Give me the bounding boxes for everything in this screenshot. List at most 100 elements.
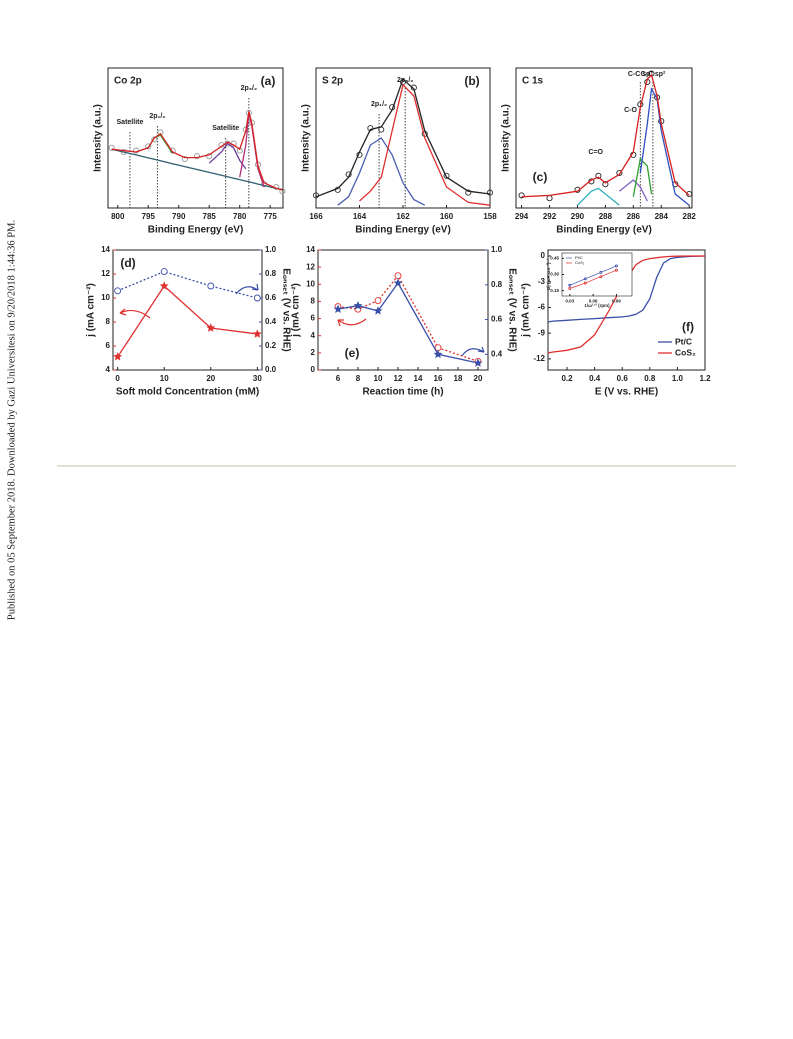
x-tick-label: 284 <box>655 212 669 221</box>
data-marker <box>252 329 262 338</box>
data-marker <box>353 301 363 310</box>
x-tick-label: 20 <box>206 374 215 383</box>
arrow <box>235 286 259 295</box>
arrow-head <box>119 308 127 316</box>
y-tick-label: 6 <box>311 314 316 323</box>
arrow-head <box>337 319 344 327</box>
data-point <box>686 190 693 198</box>
x-tick-label: 286 <box>627 212 641 221</box>
y-tick-label: 4 <box>106 365 111 374</box>
x-tick-label: 0.2 <box>561 374 573 383</box>
data-point <box>595 172 602 179</box>
x-tick-label: 292 <box>543 212 557 221</box>
plot-frame <box>317 249 489 371</box>
y-tick-label: 8 <box>106 317 111 326</box>
peak-label: 2p₃/₂ <box>241 85 257 92</box>
series-line <box>577 187 620 206</box>
y2-axis-label: Eₒₙₛₑₜ (V vs. RHE) <box>506 268 517 351</box>
panel-label: (c) <box>533 170 548 184</box>
y2-tick-label: 0.8 <box>265 269 277 278</box>
data-marker <box>394 272 402 280</box>
x-tick-label: 282 <box>683 212 697 221</box>
y-tick-label: 14 <box>101 245 110 254</box>
x-tick-label: 166 <box>309 212 323 221</box>
x-tick-label: 0.6 <box>617 374 629 383</box>
peak-label: C-C sp³ <box>628 71 654 78</box>
y-tick-label: 0.30 <box>550 272 559 277</box>
y2-tick-label: 0.6 <box>491 315 503 324</box>
x-axis-label: Soft mold Concentration (mM) <box>116 387 259 398</box>
y-tick-label: 14 <box>306 245 315 254</box>
panel-title: C 1s <box>522 76 544 87</box>
x-tick-label: 790 <box>172 212 186 221</box>
data-point <box>206 153 213 160</box>
series-line <box>569 265 617 286</box>
data-marker <box>473 358 483 367</box>
peak-label: C-O <box>624 107 637 114</box>
y-tick-label: -12 <box>533 354 545 363</box>
arrow-head <box>477 346 485 353</box>
x-tick-label: 0.8 <box>644 374 656 383</box>
panel-title: Co 2p <box>114 76 142 87</box>
y-tick-label: 0 <box>541 251 546 260</box>
x-tick-label: 10 <box>374 374 383 383</box>
y2-tick-label: 0.0 <box>265 365 277 374</box>
y-tick-label: 0.45 <box>550 256 559 261</box>
x-tick-label: 20 <box>474 374 483 383</box>
data-marker <box>159 281 169 290</box>
panel-label: (a) <box>261 74 276 88</box>
series-line <box>337 137 426 206</box>
data-marker <box>373 306 383 315</box>
series-line <box>521 73 690 198</box>
peak-label: Satellite <box>117 119 144 126</box>
series-line <box>359 83 491 206</box>
series-line <box>111 111 283 191</box>
series-line <box>117 270 258 299</box>
data-marker <box>114 287 122 295</box>
data-point <box>151 136 158 143</box>
x-axis-label: E (V vs. RHE) <box>595 387 658 398</box>
data-point <box>181 155 188 163</box>
y-axis-label: Intensity (a.u.) <box>501 104 512 172</box>
data-point <box>602 181 609 188</box>
data-marker <box>583 281 587 285</box>
arrow <box>119 309 151 319</box>
y2-tick-label: 0.2 <box>265 341 277 350</box>
data-marker <box>433 349 443 359</box>
legend-label: CoS₂ <box>575 260 585 265</box>
legend-label: CoS₂ <box>675 347 696 357</box>
x-tick-label: 0.06 <box>589 299 598 304</box>
y-tick-label: 4 <box>311 331 316 340</box>
series-line <box>337 281 479 364</box>
data-marker <box>207 282 215 290</box>
x-tick-label: 0.4 <box>589 374 601 383</box>
data-point <box>518 192 525 199</box>
series-line <box>569 269 617 289</box>
panel-label: (b) <box>464 74 479 88</box>
peak-label: Satellite <box>212 125 239 132</box>
x-tick-label: 1.2 <box>699 374 711 383</box>
plot-frame <box>112 249 263 371</box>
x-axis-label: Reaction time (h) <box>362 387 443 398</box>
y2-tick-label: 0.4 <box>491 349 503 358</box>
data-point <box>486 189 494 196</box>
data-marker <box>599 270 603 274</box>
peak-label: C=O <box>588 149 603 156</box>
data-point <box>193 153 201 160</box>
peak-label: 2p₁/₂ <box>371 101 387 108</box>
x-tick-label: 158 <box>483 212 497 221</box>
plot-frame <box>515 67 693 209</box>
x-tick-label: 10 <box>160 374 169 383</box>
x-tick-label: 160 <box>440 212 454 221</box>
x-tick-label: 14 <box>414 374 423 383</box>
y-axis-label: Intensity (a.u.) <box>93 104 104 172</box>
x-tick-label: 162 <box>396 212 410 221</box>
x-tick-label: 0.09 <box>612 299 621 304</box>
x-tick-label: 795 <box>142 212 156 221</box>
series-line <box>547 255 706 323</box>
arrow <box>337 318 367 326</box>
arrow-head <box>251 283 259 291</box>
legend-label: Pt/C <box>675 336 692 346</box>
x-axis-label: 1/ω¹ᐟ² (rpm) <box>584 303 610 308</box>
